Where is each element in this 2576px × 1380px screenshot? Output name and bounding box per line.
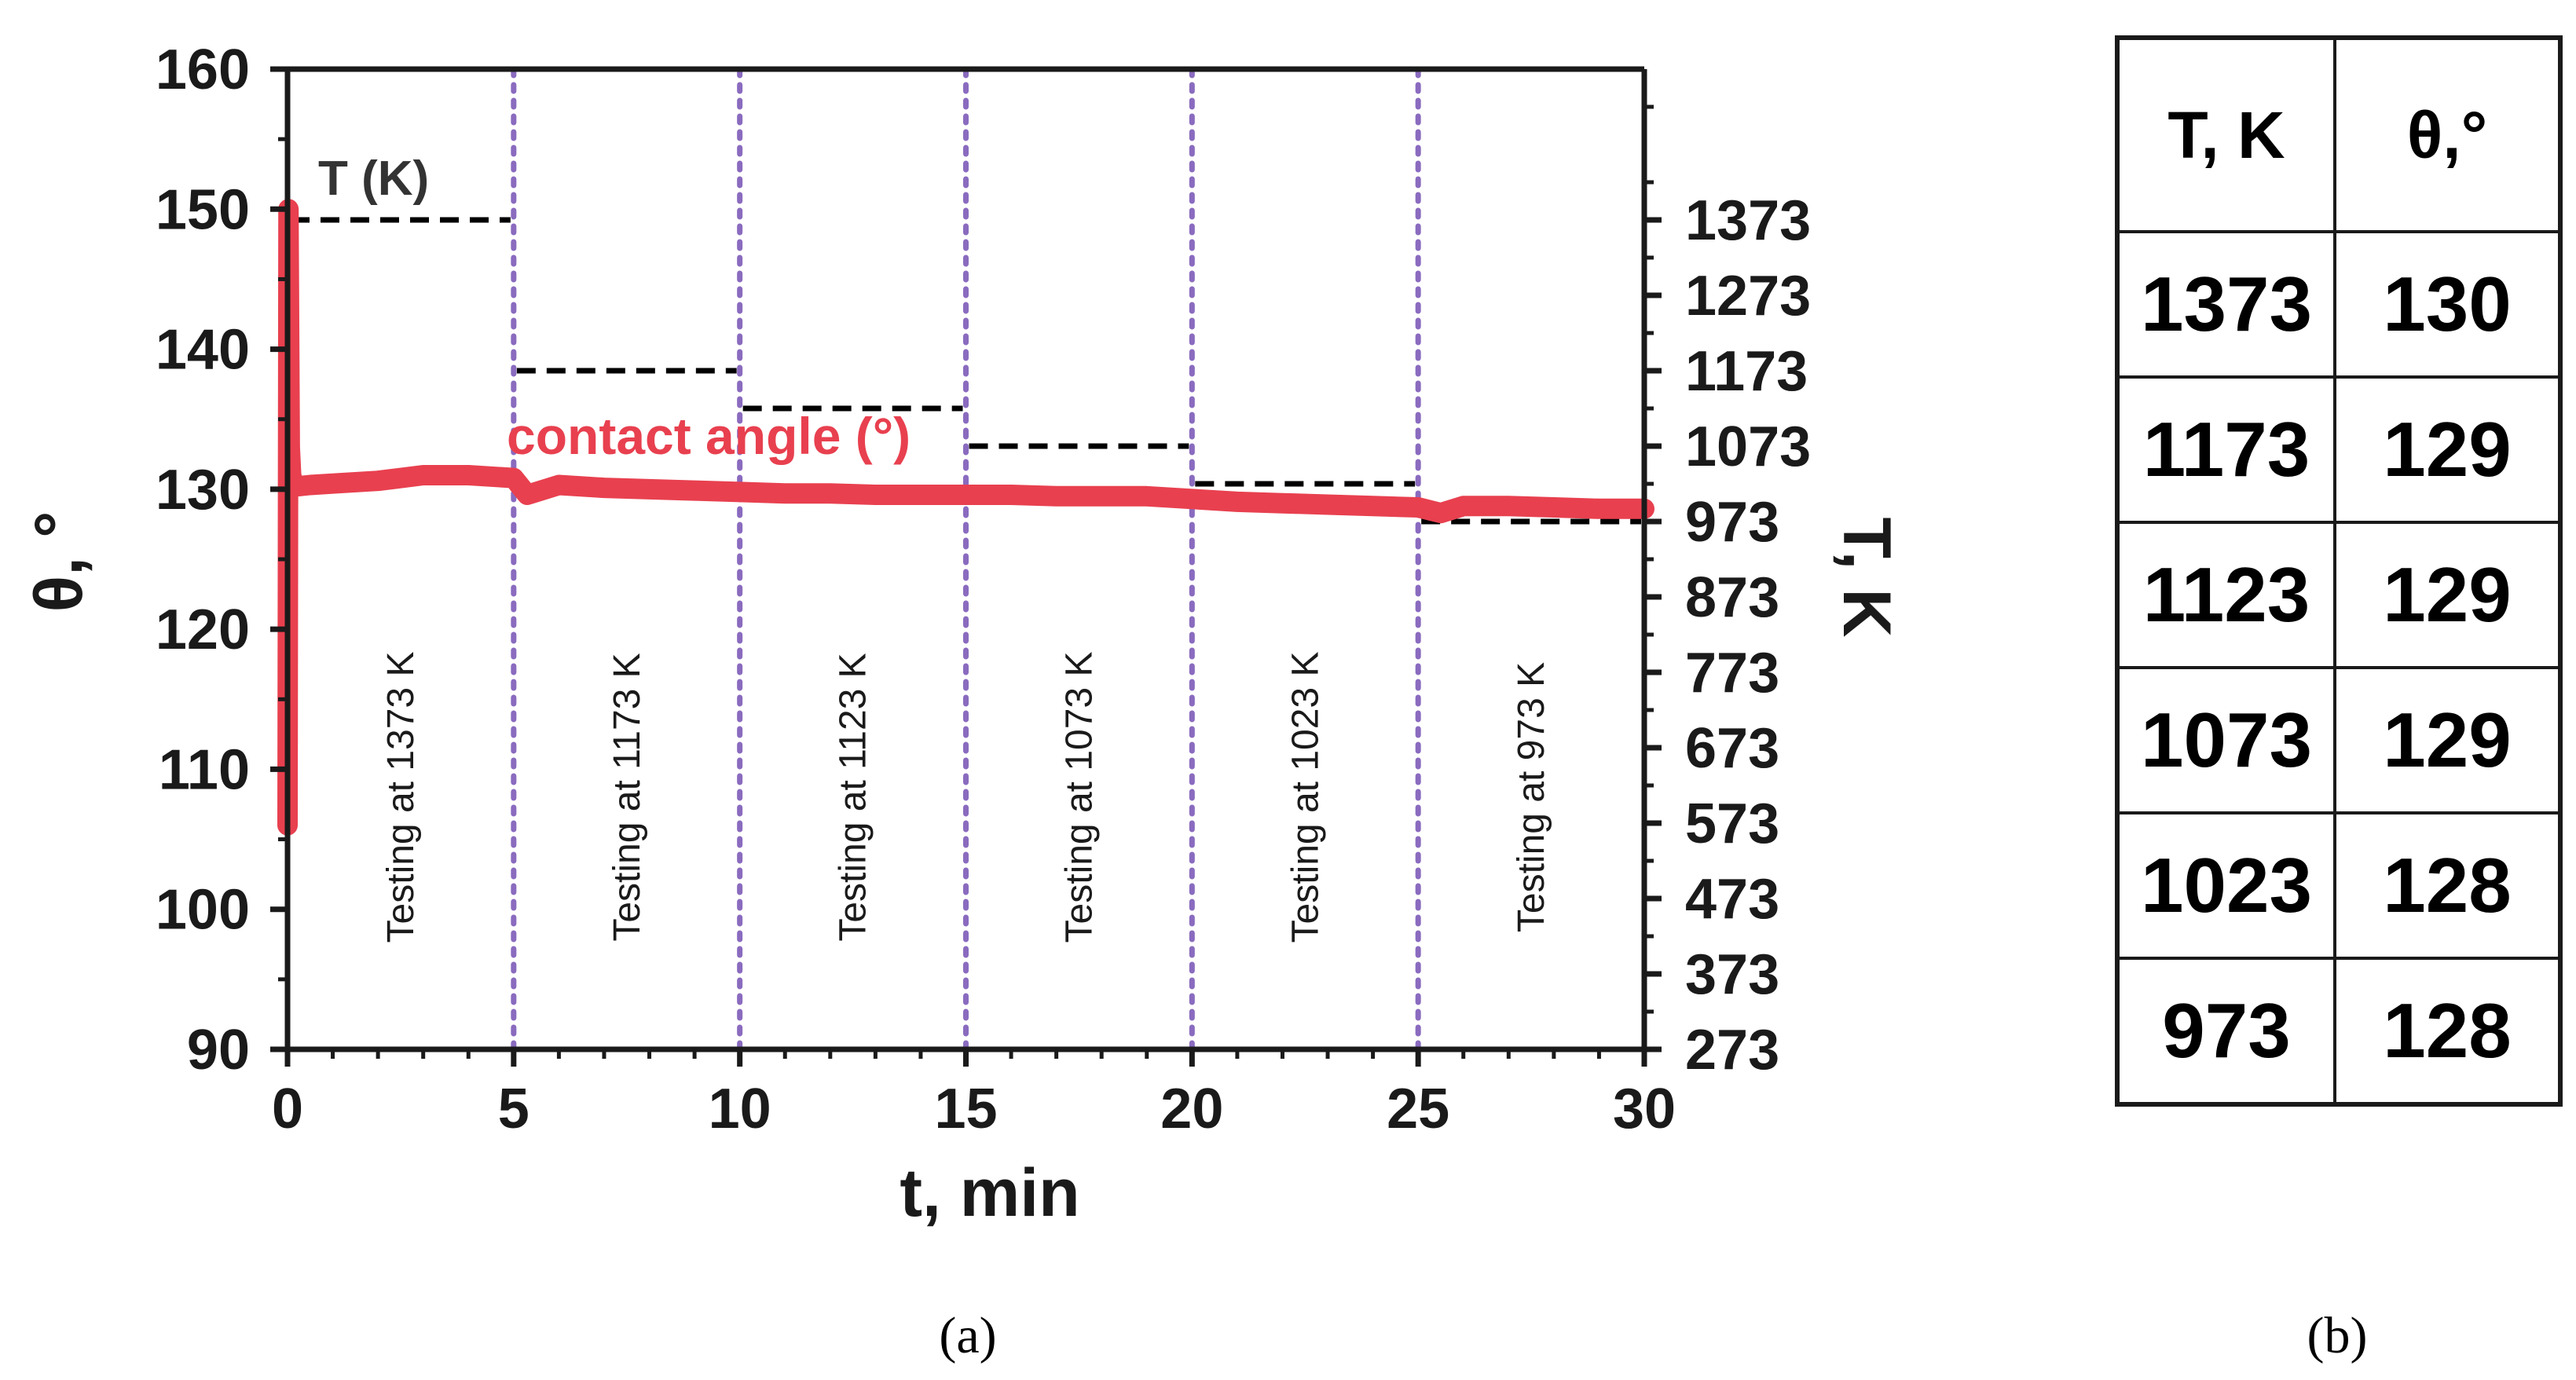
cell-temperature: 1373 [2116,230,2336,379]
y2-tick-label: 1173 [1685,340,1808,403]
cell-angle: 129 [2333,666,2562,814]
temperature-label: T (K) [318,152,429,206]
segment-label: Testing at 1073 K [1058,652,1100,943]
y-tick-label: 90 [187,1019,250,1082]
cell-temperature: 1073 [2116,666,2336,814]
cell-angle: 129 [2333,521,2562,669]
x-tick-label: 20 [1160,1078,1223,1140]
table-row: 1173 129 [2116,375,2562,524]
y-tick-label: 140 [156,319,250,382]
table-row: 1373 130 [2116,230,2562,379]
cell-temperature: 1023 [2116,811,2336,960]
segment-label: Testing at 1023 K [1284,652,1326,943]
segment-dividers [511,66,1421,1052]
cell-temperature: 1123 [2116,521,2336,669]
y2-tick-label: 273 [1685,1019,1779,1082]
table-row: 1123 129 [2116,521,2562,669]
y2-tick-label: 873 [1685,566,1779,629]
y2-tick-label: 973 [1685,491,1779,554]
panel-label-b: (b) [2307,1307,2368,1364]
x-tick-label: 30 [1613,1078,1676,1140]
y2-tick-label: 1273 [1685,265,1811,328]
y2-tick-label: 373 [1685,943,1779,1006]
table-header-row: T, K θ,° [2116,36,2562,233]
y-axis-title: θ, ° [21,511,97,613]
y-tick-label: 130 [156,459,250,522]
panel-label-a: (a) [939,1307,996,1364]
y-tick-label: 150 [156,178,250,241]
x-tick-label: 25 [1387,1078,1449,1140]
segment-label: Testing at 1123 K [833,653,874,941]
tick-labels: 9010011012013014015016027337347357367377… [156,38,1811,1140]
x-axis-title: t, min [900,1155,1079,1231]
header-temperature: T, K [2116,36,2336,233]
cell-angle: 128 [2333,957,2562,1106]
segment-label: Testing at 1373 K [380,652,422,943]
x-tick-label: 5 [498,1078,529,1140]
cell-temperature: 1173 [2116,375,2336,524]
y2-tick-label: 673 [1685,717,1779,780]
segment-label: Testing at 1173 K [606,653,648,941]
cell-temperature: 973 [2116,957,2336,1106]
y2-tick-label: 1073 [1685,415,1811,478]
cell-angle: 130 [2333,230,2562,379]
x-tick-label: 0 [272,1078,303,1140]
y-tick-label: 110 [159,738,250,801]
y-tick-label: 100 [156,879,250,942]
table-row: 973 128 [2116,957,2562,1106]
cell-angle: 128 [2333,811,2562,960]
header-angle: θ,° [2333,36,2562,233]
y2-tick-label: 773 [1685,642,1779,705]
y-tick-label: 120 [156,598,250,661]
x-tick-label: 15 [934,1078,997,1140]
y2-tick-label: 1373 [1685,189,1811,252]
contact-angle-series [277,199,1654,836]
segment-labels: Testing at 1373 K Testing at 1173 K Testin… [380,652,1552,943]
axes [270,66,1662,1067]
contact-angle-line [277,199,1654,836]
contact-angle-label: contact angle (°) [507,407,911,465]
table-row: 1073 129 [2116,666,2562,814]
x-tick-label: 10 [709,1078,771,1140]
y2-axis-title: T, K [1829,518,1904,638]
y2-tick-label: 473 [1685,868,1779,931]
temperature-series [291,217,1641,525]
segment-label: Testing at 973 K [1511,662,1552,932]
y2-tick-label: 573 [1685,792,1779,855]
cell-angle: 129 [2333,375,2562,524]
y-tick-label: 160 [156,38,250,101]
results-table: T, K θ,° 1373 130 1173 129 1123 129 1073… [2115,35,2563,1107]
table-row: 1023 128 [2116,811,2562,960]
